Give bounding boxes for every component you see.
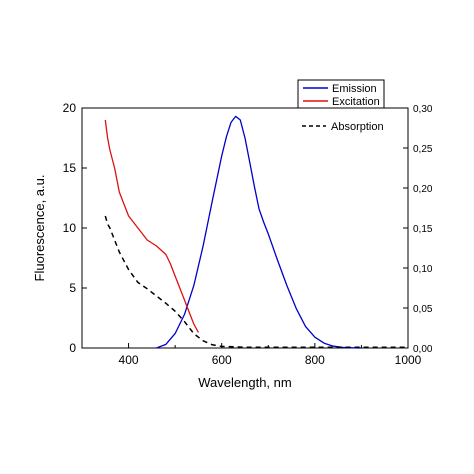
series-line-absorption xyxy=(104,215,408,348)
y-left-tick-label: 10 xyxy=(63,221,77,235)
y-right-axis-ticks: 0,00 0,05 0,10 0,15 0,20 0,25 0,30 xyxy=(403,104,433,355)
y-left-tick-label: 5 xyxy=(69,281,76,295)
x-axis-title: Wavelength, nm xyxy=(198,375,291,390)
y-left-tick-label: 15 xyxy=(63,161,77,175)
y-right-tick-label: 0,10 xyxy=(413,264,433,275)
legend-label-emission: Emission xyxy=(332,83,377,95)
y-left-tick-label: 20 xyxy=(63,101,77,115)
y-right-tick-label: 0,25 xyxy=(413,144,433,155)
series-line-emission xyxy=(156,115,362,349)
y-right-tick-label: 0,00 xyxy=(413,344,433,355)
x-tick-label: 600 xyxy=(212,353,232,367)
series-line-excitation xyxy=(104,119,199,333)
x-tick-label: 800 xyxy=(305,353,325,367)
x-axis-ticks: 400 600 800 1000 xyxy=(81,343,422,367)
series-layer xyxy=(104,115,408,349)
x-tick-label: 1000 xyxy=(395,353,422,367)
y-right-tick-label: 0,30 xyxy=(413,104,433,115)
y-right-tick-label: 0,15 xyxy=(413,224,433,235)
x-tick-label: 400 xyxy=(119,353,139,367)
legend-box xyxy=(297,79,385,109)
y-right-tick-label: 0,20 xyxy=(413,184,433,195)
y-axis-title: Fluorescence, a.u. xyxy=(32,175,47,282)
y-right-tick-label: 0,05 xyxy=(413,304,433,315)
y-left-axis-ticks: 0 5 10 15 20 xyxy=(63,101,87,355)
legend-label-excitation: Excitation xyxy=(332,96,380,108)
plot-frame xyxy=(81,107,409,349)
legend: Emission Excitation Absorption xyxy=(297,79,385,133)
legend-label-absorption: Absorption xyxy=(331,121,384,133)
y-left-tick-label: 0 xyxy=(69,341,76,355)
